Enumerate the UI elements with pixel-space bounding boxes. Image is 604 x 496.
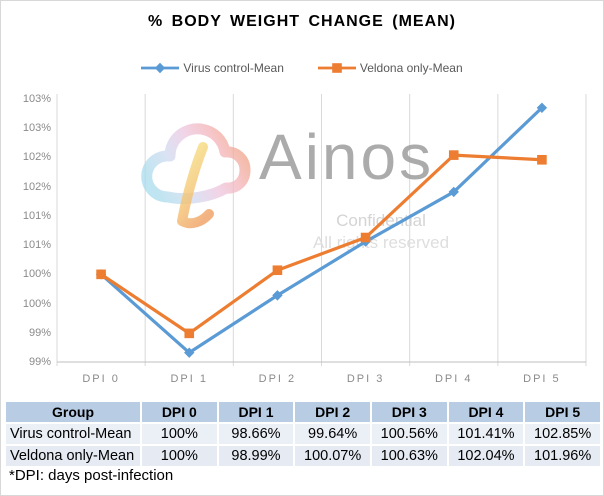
watermark-confidential-text: Confidential (336, 211, 426, 230)
ainos-cloud-logo-icon (141, 123, 251, 229)
table-value-cell: 98.66% (218, 424, 294, 444)
table-header-cell: Group (6, 402, 140, 422)
table-value-cell: 100.56% (371, 424, 447, 444)
data-point-square (184, 328, 195, 339)
table-header-cell: DPI 3 (371, 402, 447, 422)
data-point-square (448, 150, 459, 160)
table-row: Veldona only-Mean 100% 98.99% 100.07% 100.63… (6, 446, 600, 466)
table-group-cell: Veldona only-Mean (6, 446, 140, 466)
x-axis-label: DPI 0 (82, 373, 120, 385)
y-tick-label: 100% (22, 268, 51, 281)
y-tick-label: 103% (22, 122, 51, 135)
table-value-cell: 100% (142, 446, 217, 466)
table-value-cell: 101.41% (448, 424, 524, 444)
footnote: *DPI: days post-infection (9, 467, 174, 484)
y-tick-label: 102% (22, 151, 51, 164)
y-tick-label: 100% (22, 297, 51, 310)
table-header-cell: DPI 0 (142, 402, 217, 422)
watermark-brand-text: Ainos (259, 121, 435, 193)
legend-label: Virus control-Mean (183, 61, 284, 75)
table-value-cell: 100.63% (371, 446, 447, 466)
y-tick-label: 103% (22, 93, 51, 105)
table-group-cell: Virus control-Mean (6, 424, 140, 444)
table-header-cell: DPI 5 (525, 402, 600, 422)
data-point-square (96, 269, 106, 280)
legend-item-virus-control-mean: Virus control-Mean (141, 61, 284, 75)
data-point-diamond (536, 102, 548, 113)
y-tick-label: 101% (22, 239, 51, 252)
data-point-square (360, 232, 371, 243)
chart-title: % BODY WEIGHT CHANGE (MEAN) (147, 13, 457, 30)
x-axis-label: DPI 4 (434, 373, 473, 385)
table-value-cell: 99.64% (295, 424, 370, 444)
table-row: Virus control-Mean 100% 98.66% 99.64% 100.56… (6, 424, 600, 444)
watermark-rights-text: All rights reserved (312, 233, 450, 252)
table-value-cell: 101.96% (525, 446, 600, 466)
x-axis-label: DPI 1 (170, 373, 208, 385)
data-point-square (272, 265, 283, 276)
data-point-diamond (95, 269, 107, 280)
square-legend-marker-icon (317, 63, 356, 73)
table-header-cell: DPI 1 (218, 402, 294, 422)
diamond-legend-marker-icon (141, 62, 180, 74)
table-value-cell: 98.99% (218, 446, 294, 466)
y-tick-label: 102% (22, 180, 51, 193)
data-point-diamond (184, 347, 195, 358)
table-value-cell: 100.07% (295, 446, 370, 466)
table-value-cell: 102.04% (448, 446, 524, 466)
chart-legend: Virus control-Mean Veldona only-Mean (1, 61, 603, 75)
legend-item-veldona-only-mean: Veldona only-Mean (317, 61, 463, 75)
data-table: Group DPI 0 DPI 1 DPI 2 DPI 3 DPI 4 DPI 5 Viru… (4, 400, 602, 468)
x-axis-label: DPI 3 (346, 373, 385, 385)
series-line-veldona-only-mean (99, 153, 544, 335)
series-line-virus-control-mean (99, 106, 544, 355)
data-point-diamond (155, 62, 166, 74)
data-point-square (332, 63, 342, 73)
x-axis-label: DPI 2 (258, 373, 297, 385)
data-point-diamond (448, 186, 459, 198)
y-tick-label: 101% (22, 209, 51, 222)
y-tick-label: 99% (28, 356, 51, 368)
data-point-diamond (272, 290, 283, 301)
table-value-cell: 100% (142, 424, 217, 444)
x-axis-label: DPI 5 (523, 373, 561, 385)
data-point-diamond (360, 236, 371, 247)
y-tick-label: 99% (28, 326, 51, 339)
table-header-cell: DPI 2 (295, 402, 370, 422)
table-value-cell: 102.85% (525, 424, 600, 444)
table-header-cell: DPI 4 (448, 402, 524, 422)
legend-label: Veldona only-Mean (359, 61, 463, 75)
data-point-square (537, 154, 547, 165)
